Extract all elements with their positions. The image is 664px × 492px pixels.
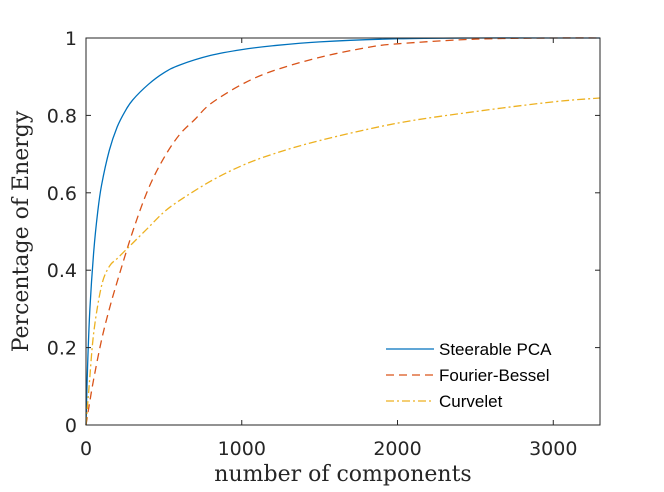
legend-label-steerable-pca: Steerable PCA [439, 340, 552, 359]
legend-label-fourier-bessel: Fourier-Bessel [439, 366, 550, 385]
legend-item-fourier-bessel: Fourier-Bessel [386, 366, 550, 385]
y-axis-title: Percentage of Energy [9, 110, 34, 352]
series-line-steerable-pca [85, 37, 600, 426]
y-tick-label: 0.8 [47, 105, 77, 127]
plot-area [86, 38, 600, 425]
series-line-curvelet [85, 97, 601, 426]
series-layer [85, 37, 601, 426]
y-tick-label: 0.4 [47, 260, 77, 282]
x-tick-label: 0 [80, 438, 92, 460]
y-tick-label: 0 [65, 415, 77, 437]
series-line-fourier-bessel [85, 37, 601, 426]
legend-item-curvelet: Curvelet [386, 392, 503, 411]
y-tick-label: 0.2 [47, 338, 77, 360]
legend: Steerable PCA Fourier-Bessel Curvelet [386, 340, 552, 411]
plot-frame [85, 37, 601, 426]
ticks-layer: 0 1000 2000 3000 0 0.2 0.4 0.6 0.8 1 [47, 28, 600, 460]
y-tick-label: 0.6 [47, 183, 77, 205]
x-tick-label: 3000 [529, 438, 577, 460]
x-tick-label: 1000 [218, 438, 266, 460]
x-axis-title: number of components [214, 462, 471, 487]
legend-label-curvelet: Curvelet [439, 392, 503, 411]
y-tick-label: 1 [65, 28, 77, 50]
x-tick-label: 2000 [373, 438, 421, 460]
legend-item-steerable-pca: Steerable PCA [386, 340, 552, 359]
